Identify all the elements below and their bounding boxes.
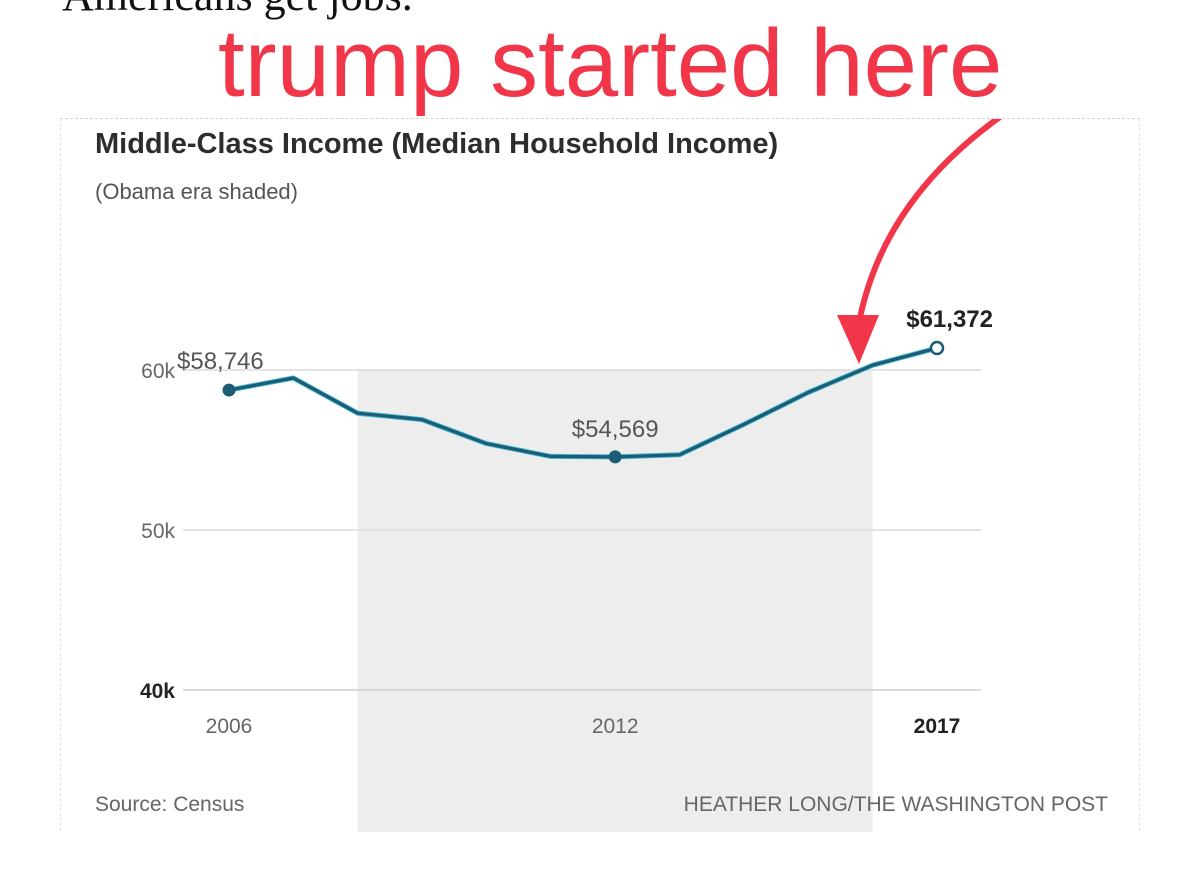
y-tick-label-40k: 40k <box>140 680 175 703</box>
article-text-fragment: Americans get jobs. <box>62 0 413 21</box>
chart-credit: HEATHER LONG/THE WASHINGTON POST <box>684 793 1108 816</box>
data-point-2012 <box>608 450 622 464</box>
shaded-region-obama-era <box>357 370 873 832</box>
y-tick-label-60k: 60k <box>141 360 175 383</box>
x-tick-label-2006: 2006 <box>206 715 253 738</box>
data-label-2017: $61,372 <box>906 306 993 333</box>
chart-card: Middle-Class Income (Median Household In… <box>60 118 1140 832</box>
chart-title: Middle-Class Income (Median Household In… <box>95 128 778 160</box>
data-label-2006: $58,746 <box>177 348 264 375</box>
x-tick-label-2017: 2017 <box>914 715 961 738</box>
series-line <box>227 346 939 459</box>
data-label-2012: $54,569 <box>572 416 659 443</box>
annotation-text: trump started here <box>218 10 1003 117</box>
chart-source: Source: Census <box>95 793 244 816</box>
x-tick-label-2012: 2012 <box>592 715 639 738</box>
y-tick-label-50k: 50k <box>141 520 175 543</box>
annotation-arrow-shaft <box>853 119 1003 344</box>
annotation-arrow-head <box>837 315 879 364</box>
data-point-2017 <box>929 340 945 356</box>
chart-subtitle: (Obama era shaded) <box>95 179 298 204</box>
data-point-2006 <box>222 383 236 397</box>
income-line-chart: Middle-Class Income (Median Household In… <box>95 119 1108 832</box>
